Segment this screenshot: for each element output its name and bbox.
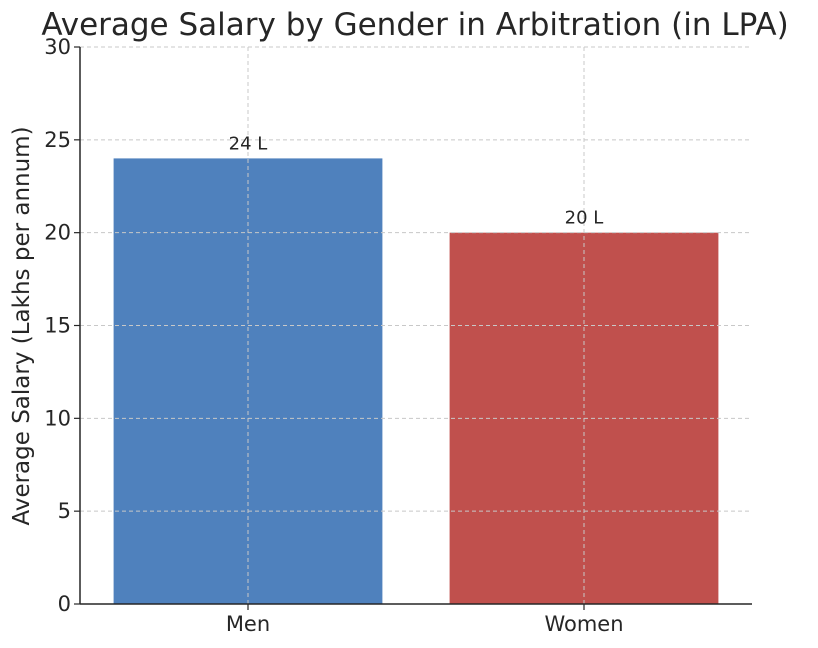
y-tick-label: 15 (44, 314, 71, 338)
y-tick-label: 10 (44, 406, 71, 430)
x-tick-label: Women (544, 612, 623, 636)
bar-data-label: 20 L (565, 208, 604, 229)
chart-title: Average Salary by Gender in Arbitration … (41, 7, 788, 43)
grid (80, 46, 752, 604)
y-tick-label: 0 (58, 592, 71, 616)
axes (74, 46, 752, 610)
bar-data-label: 24 L (229, 133, 268, 154)
y-tick-label: 20 (44, 221, 71, 245)
y-tick-label: 25 (44, 128, 71, 152)
labels: 0 5 10 15 20 25 30 Men Women 24 L 20 L (44, 35, 623, 636)
y-tick-label: 30 (44, 35, 71, 59)
y-axis-label: Average Salary (Lakhs per annum) (9, 126, 35, 525)
x-tick-label: Men (226, 612, 270, 636)
bars (113, 158, 719, 604)
y-tick-label: 5 (58, 499, 71, 523)
